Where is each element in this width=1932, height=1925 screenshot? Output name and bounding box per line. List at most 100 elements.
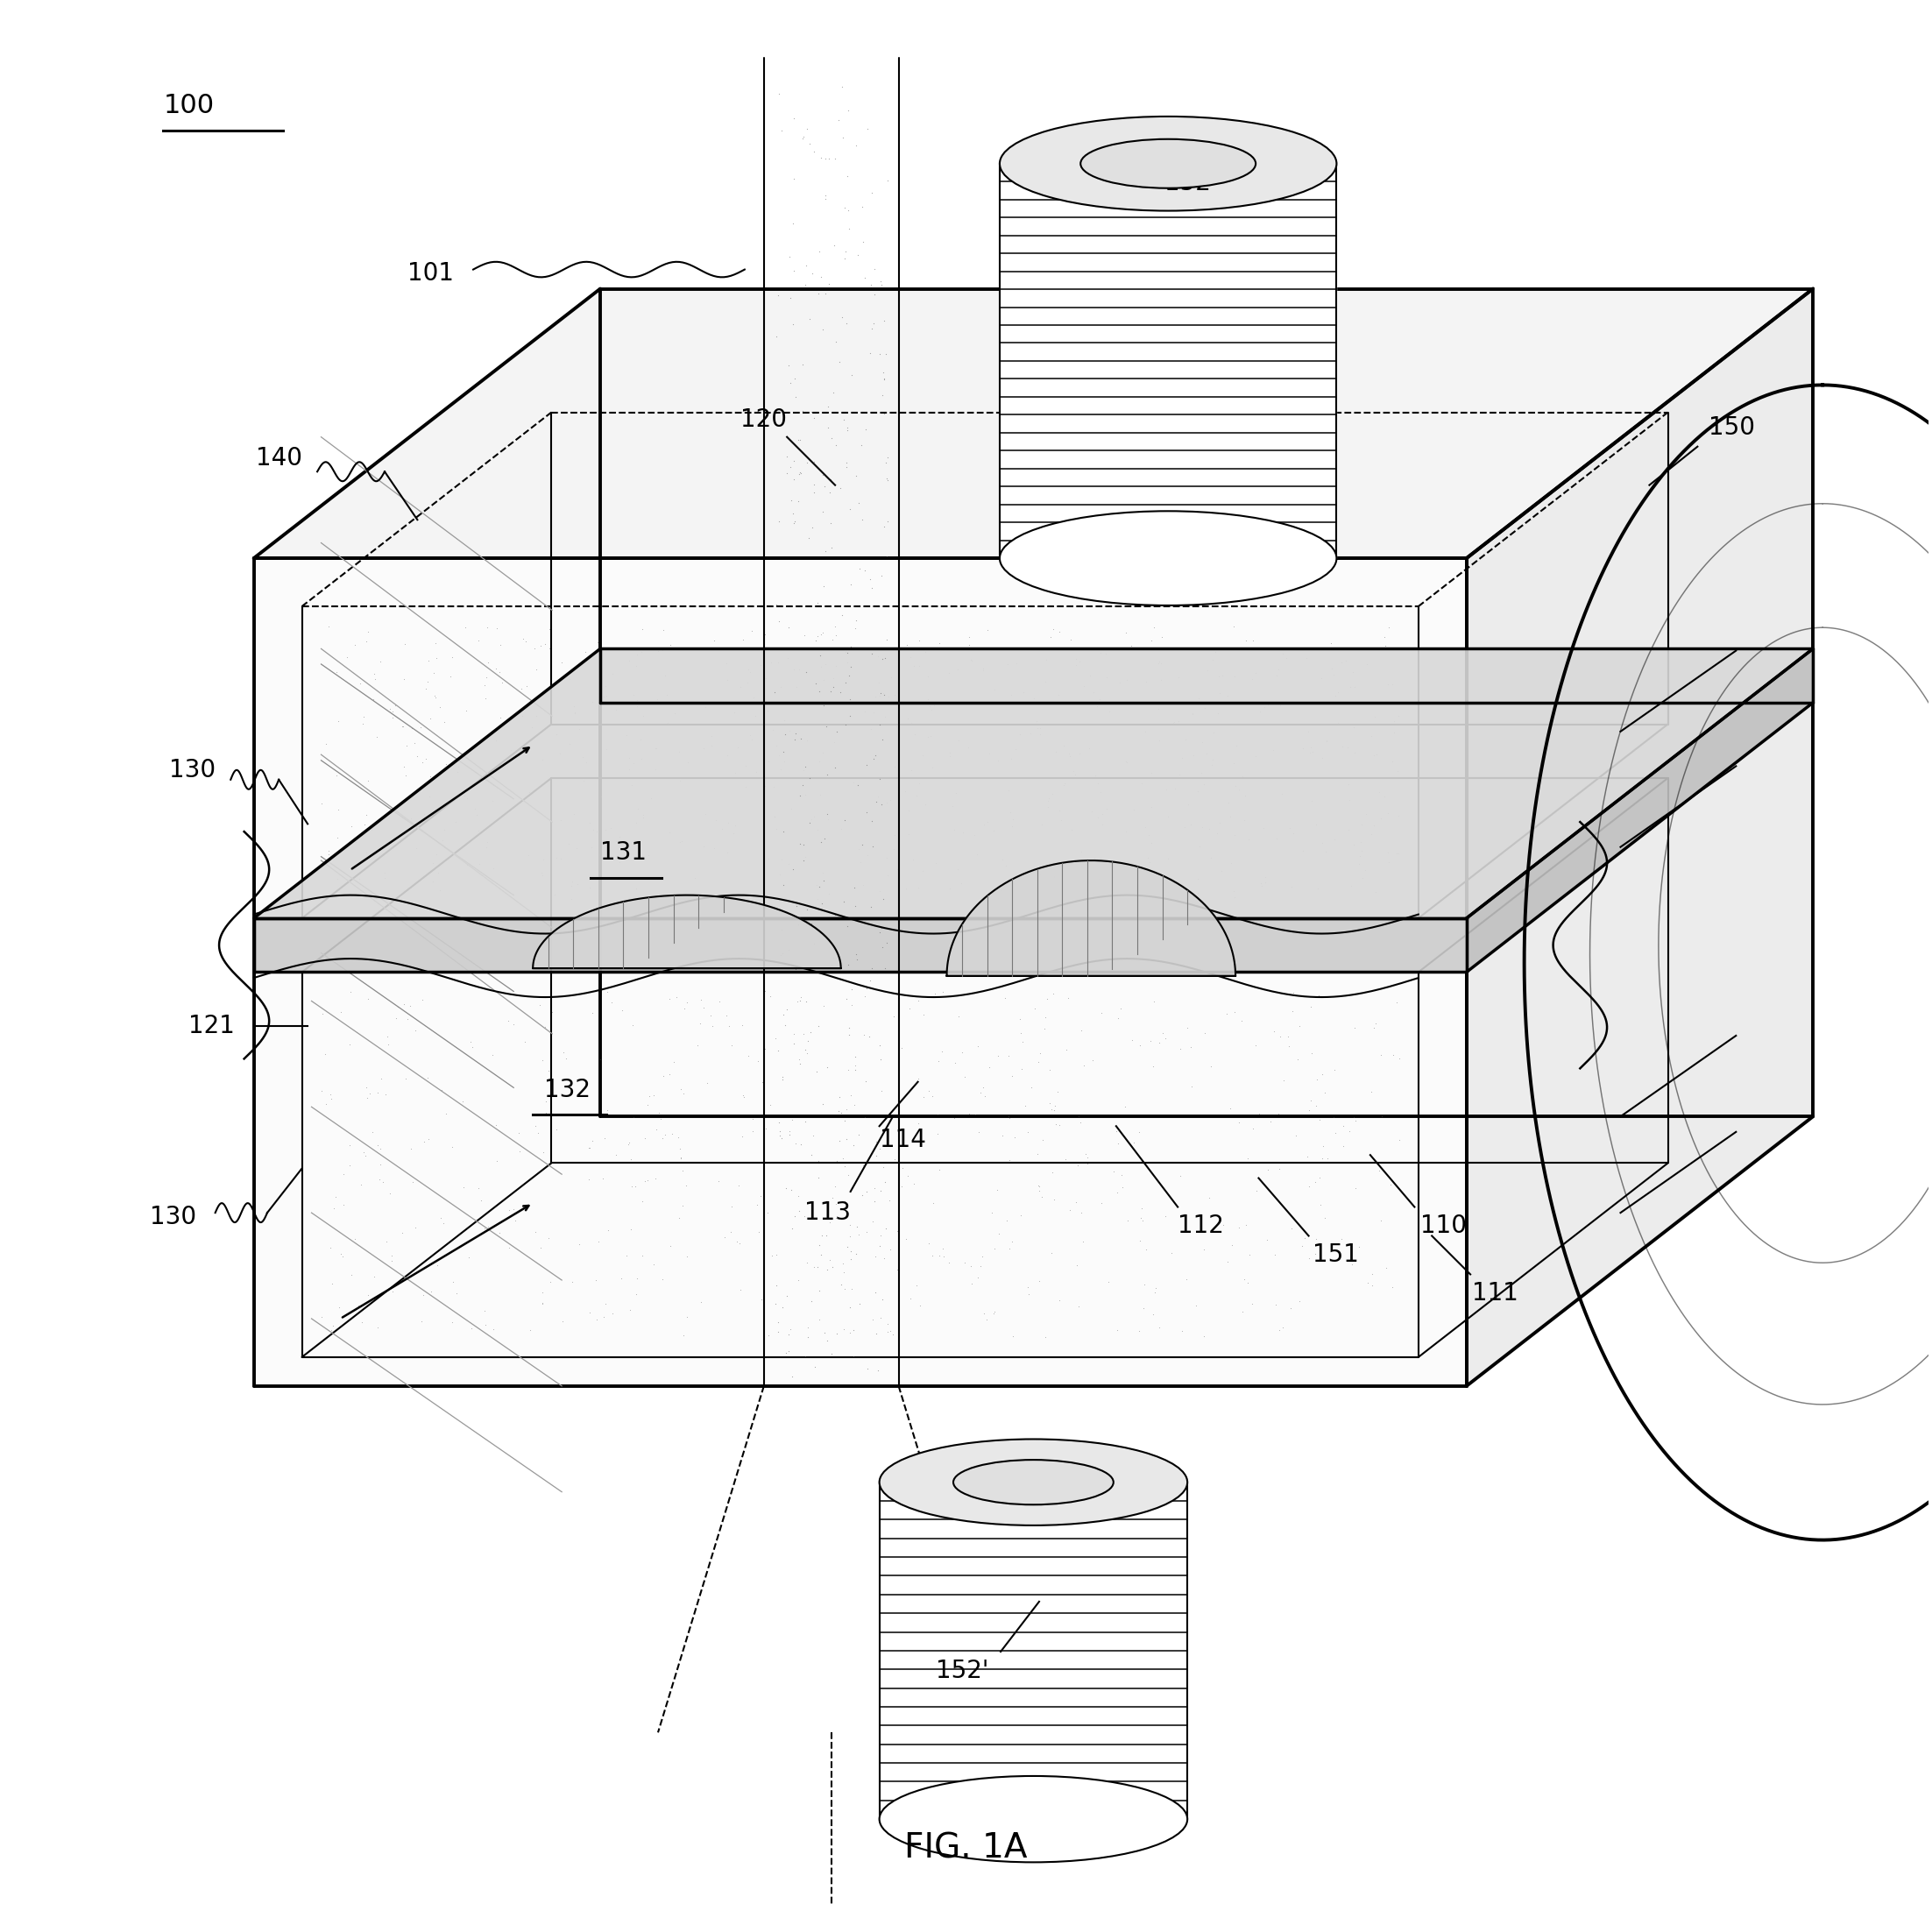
- Point: [923, 1155, 954, 1186]
- Point: [533, 1055, 564, 1086]
- Point: [825, 346, 856, 377]
- Point: [1321, 678, 1352, 708]
- Point: [974, 737, 1005, 768]
- Point: [779, 464, 810, 495]
- Point: [659, 697, 690, 728]
- Point: [837, 360, 867, 391]
- Point: [831, 452, 862, 483]
- Point: [923, 628, 954, 658]
- Point: [1007, 1026, 1037, 1057]
- Point: [1219, 882, 1250, 912]
- Point: [779, 1028, 810, 1059]
- Point: [1378, 745, 1408, 776]
- Point: [891, 629, 922, 660]
- Point: [788, 830, 819, 860]
- Point: [1169, 812, 1200, 843]
- Point: [668, 1078, 699, 1109]
- Point: [1138, 612, 1169, 643]
- Point: [1082, 768, 1113, 799]
- Point: [605, 847, 636, 878]
- Point: [794, 129, 825, 160]
- Point: [813, 142, 844, 173]
- Point: [620, 874, 651, 905]
- Point: [1186, 757, 1217, 787]
- Point: [1366, 1040, 1397, 1070]
- Point: [686, 986, 717, 1016]
- Point: [970, 1082, 1001, 1113]
- Point: [653, 1059, 684, 1090]
- Point: [1117, 1024, 1148, 1055]
- Point: [481, 1111, 512, 1142]
- Point: [1300, 808, 1331, 839]
- Point: [759, 678, 790, 708]
- Point: [591, 680, 622, 710]
- Point: [989, 984, 1020, 1014]
- Point: [867, 724, 898, 755]
- Point: [709, 1222, 740, 1253]
- Point: [850, 414, 881, 445]
- Point: [392, 1003, 423, 1034]
- Point: [763, 79, 794, 110]
- Point: [545, 805, 576, 835]
- Point: [858, 830, 889, 860]
- Point: [1146, 649, 1177, 680]
- Point: [860, 1242, 891, 1272]
- Point: [790, 270, 821, 300]
- Point: [860, 1278, 891, 1309]
- Point: [377, 1245, 408, 1276]
- Point: [1049, 768, 1080, 799]
- Point: [464, 814, 495, 845]
- Point: [869, 364, 900, 395]
- Point: [1150, 1201, 1180, 1232]
- Point: [1169, 876, 1200, 907]
- Point: [672, 1242, 703, 1272]
- Point: [858, 279, 889, 310]
- Point: [336, 976, 367, 1007]
- Point: [493, 1232, 524, 1263]
- Point: [500, 735, 531, 766]
- Point: [680, 862, 711, 893]
- Point: [761, 1270, 792, 1301]
- Point: [1345, 841, 1376, 872]
- Point: [643, 635, 674, 666]
- Point: [1184, 832, 1215, 862]
- Point: [1204, 808, 1235, 839]
- Point: [825, 678, 856, 708]
- Point: [1223, 1213, 1254, 1244]
- Point: [742, 1045, 773, 1076]
- Point: [1037, 1157, 1068, 1188]
- Point: [1130, 812, 1161, 843]
- Point: [469, 1296, 500, 1326]
- Point: [869, 701, 900, 732]
- Point: [808, 737, 838, 768]
- Point: [864, 680, 895, 710]
- Point: [902, 1109, 933, 1140]
- Point: [864, 876, 895, 907]
- Point: [495, 782, 526, 812]
- Point: [815, 676, 846, 706]
- Point: [1379, 716, 1410, 747]
- Point: [1182, 878, 1213, 909]
- Point: [632, 1090, 663, 1120]
- Point: [837, 1274, 867, 1305]
- Point: [781, 718, 811, 749]
- Point: [1258, 1016, 1289, 1047]
- Point: [1080, 760, 1111, 791]
- Point: [1306, 1059, 1337, 1090]
- Point: [730, 751, 761, 782]
- Point: [1285, 1011, 1316, 1041]
- Point: [365, 645, 396, 676]
- Point: [869, 306, 900, 337]
- Point: [844, 847, 875, 878]
- Point: [371, 1226, 402, 1257]
- Point: [514, 776, 545, 807]
- Point: [527, 1138, 558, 1168]
- Point: [690, 799, 721, 830]
- Point: [647, 1061, 678, 1091]
- Point: [790, 780, 821, 810]
- Point: [452, 783, 483, 814]
- Point: [1136, 828, 1167, 859]
- Point: [794, 524, 825, 554]
- Point: [1173, 789, 1204, 820]
- Point: [908, 739, 939, 770]
